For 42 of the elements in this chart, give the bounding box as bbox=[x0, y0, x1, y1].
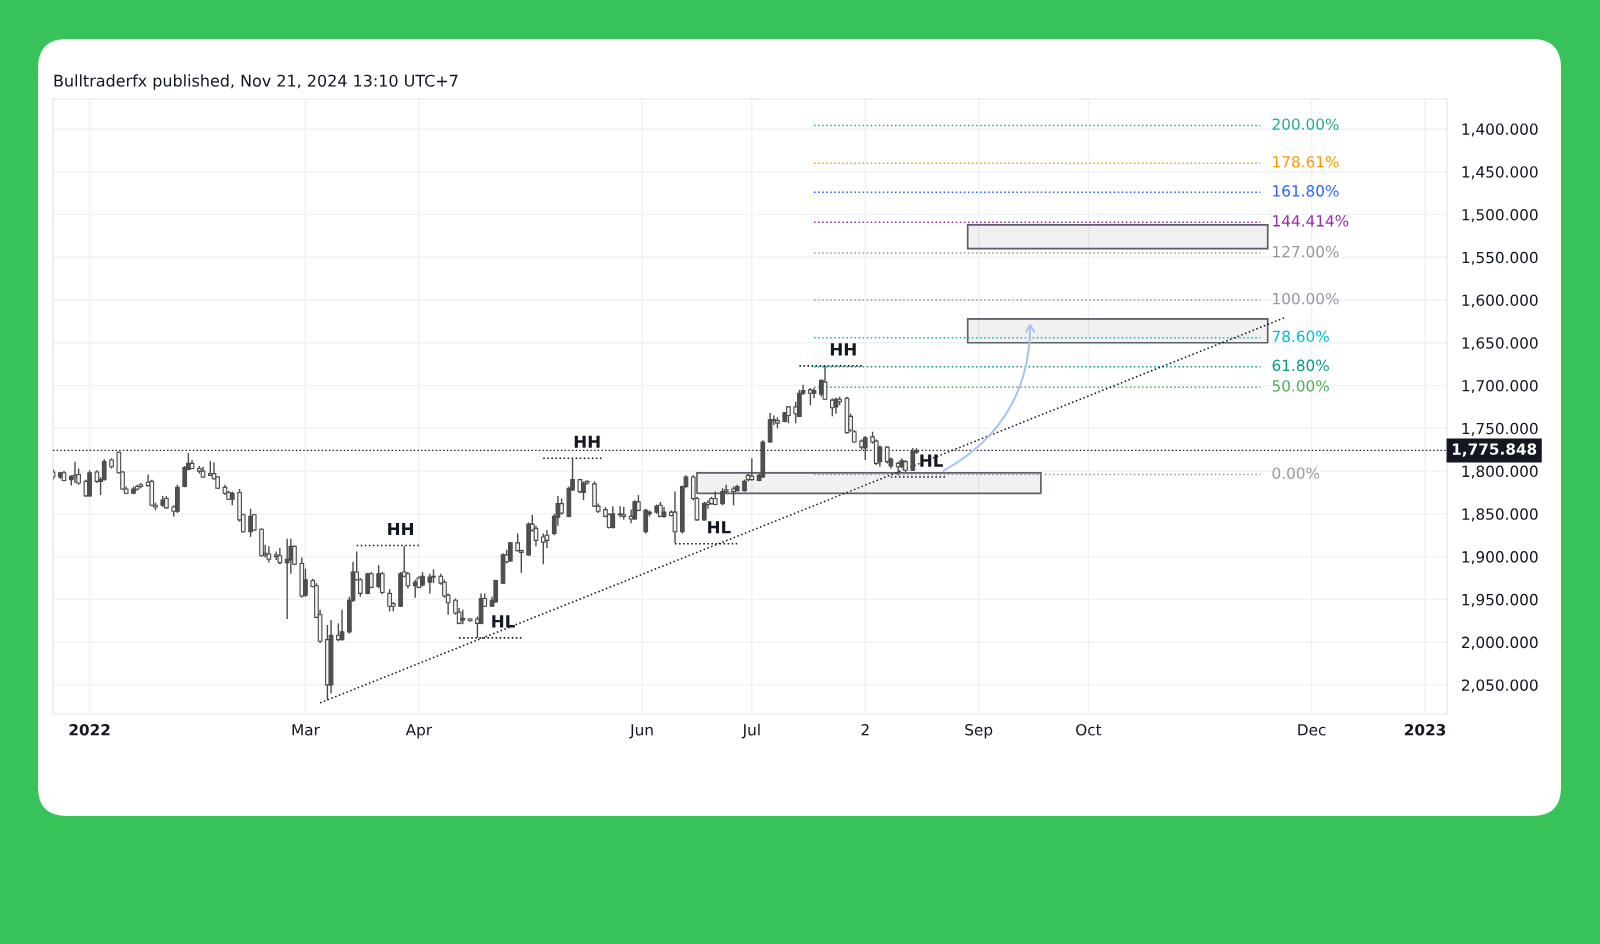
x-tick-label: Sep bbox=[965, 723, 993, 739]
series-label: 178.61% bbox=[1273, 156, 1339, 168]
x-tick-label: 2022 bbox=[69, 723, 110, 736]
y-tick-label: 1,500.000 bbox=[1462, 208, 1538, 223]
x-tick-label: 2023 bbox=[1405, 723, 1446, 736]
x-tick-label: Apr bbox=[405, 724, 433, 739]
x-tick-label: Jul bbox=[741, 723, 760, 739]
x-tick-label: Oct bbox=[1076, 723, 1102, 736]
chart-title: Bulltraderfx published, Nov 21, 2024 13:10 UTC+7 bbox=[54, 74, 458, 90]
series-label: 61.80% bbox=[1272, 359, 1329, 372]
y-tick-label: 1,900.000 bbox=[1462, 551, 1538, 565]
y-tick-label: 1,650.000 bbox=[1462, 337, 1538, 351]
series-label: 50.00% bbox=[1272, 380, 1329, 392]
y-tick-label: 1,550.000 bbox=[1462, 251, 1538, 265]
series-label: 200.00% bbox=[1272, 118, 1339, 130]
x-tick-label: Mar bbox=[292, 724, 320, 736]
y-tick-label: 1,400.000 bbox=[1462, 123, 1538, 137]
y-tick-label: 1,700.000 bbox=[1462, 380, 1538, 394]
x-tick-label: 2 bbox=[861, 723, 869, 736]
x-tick-label: Jun bbox=[629, 724, 653, 739]
y-tick-label: 1,950.000 bbox=[1462, 593, 1538, 607]
ref-line-label: 1,775.848 bbox=[1452, 443, 1537, 457]
y-tick-label: 1,850.000 bbox=[1462, 508, 1538, 522]
series-label: 161.80% bbox=[1273, 185, 1339, 197]
x-tick-label: Dec bbox=[1298, 724, 1326, 736]
y-tick-label: 2,000.000 bbox=[1462, 636, 1538, 650]
annotation: HH bbox=[388, 522, 414, 536]
y-tick-label: 2,050.000 bbox=[1462, 679, 1538, 693]
series-label: 100.00% bbox=[1273, 292, 1339, 305]
annotation: HL bbox=[920, 454, 943, 467]
series-label: 78.60% bbox=[1272, 330, 1329, 343]
annotation: HL bbox=[492, 615, 515, 628]
annotation: HH bbox=[574, 435, 600, 448]
y-tick-label: 1,800.000 bbox=[1462, 465, 1538, 479]
y-tick-label: 1,600.000 bbox=[1462, 294, 1538, 308]
series-label: 144.414% bbox=[1273, 215, 1349, 227]
y-tick-label: 1,750.000 bbox=[1462, 422, 1538, 436]
annotation: HL bbox=[708, 521, 731, 534]
y-tick-label: 1,450.000 bbox=[1462, 166, 1538, 180]
series-label: 0.00% bbox=[1272, 467, 1320, 479]
annotation: HH bbox=[830, 343, 856, 356]
series-label: 127.00% bbox=[1273, 245, 1339, 258]
